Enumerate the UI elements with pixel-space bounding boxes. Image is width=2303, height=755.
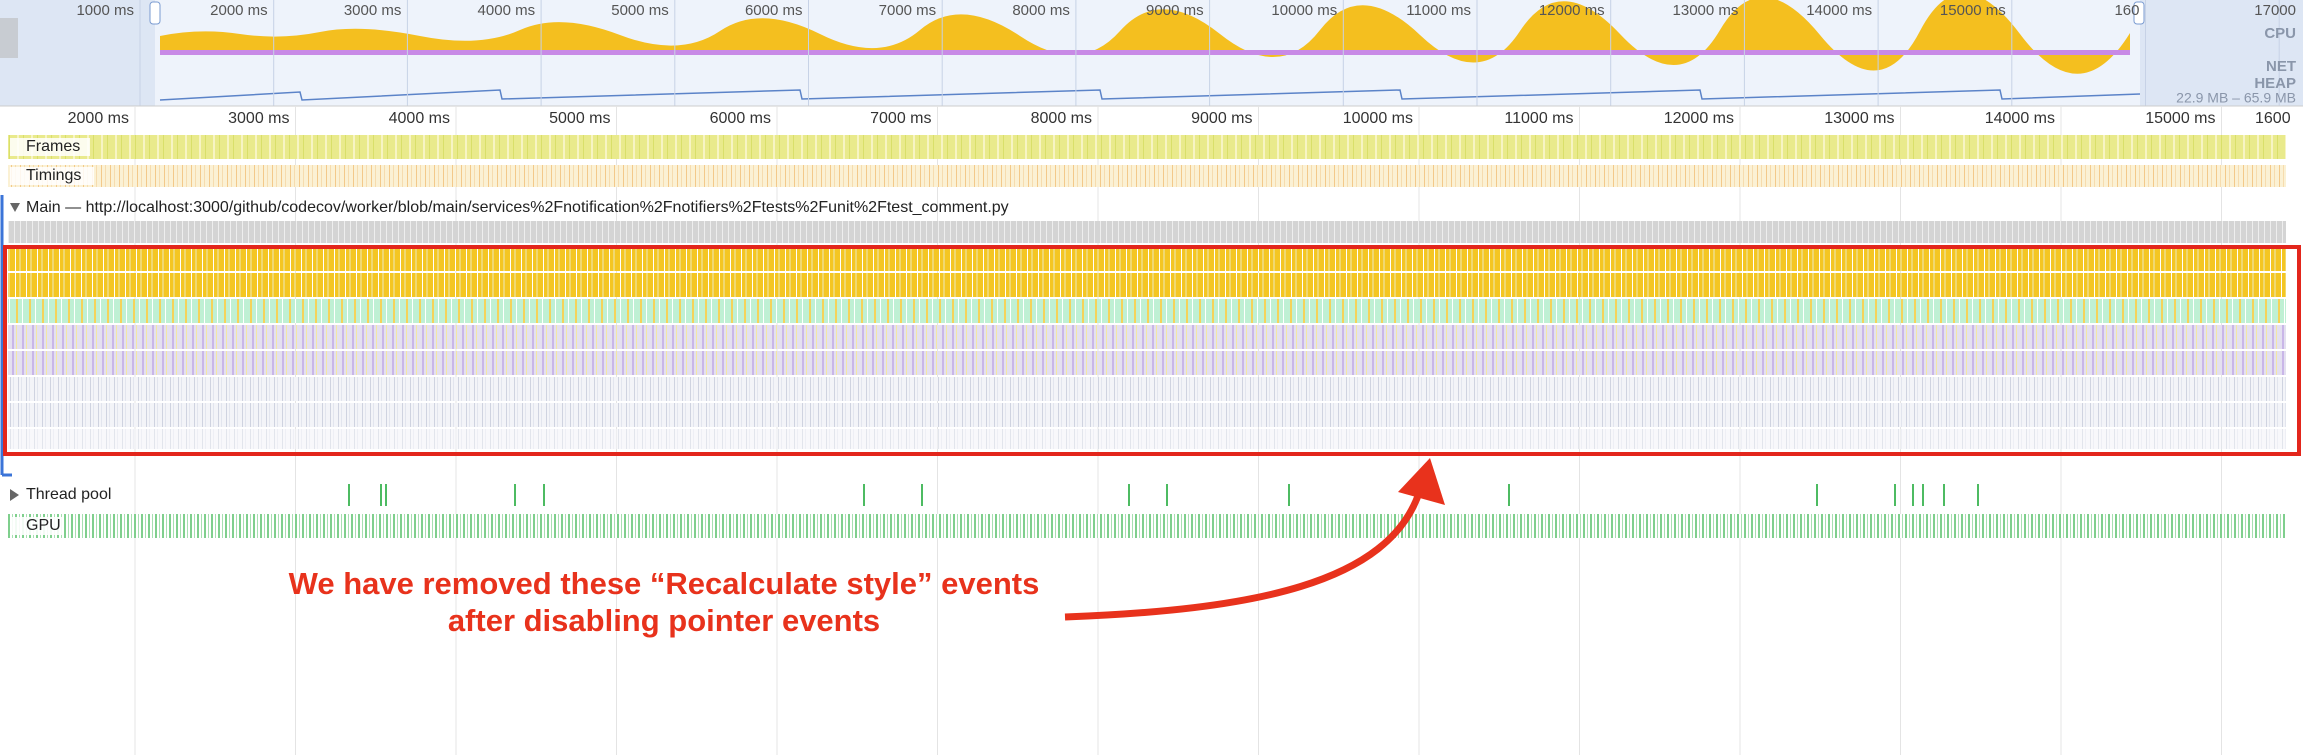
thread-pool-event	[385, 484, 387, 506]
annotation-line: We have removed these “Recalculate style…	[289, 566, 1040, 601]
ruler-tick-label: 1600	[2255, 110, 2291, 127]
thread-pool-event	[380, 484, 382, 506]
overview-tick-label: 13000 ms	[1673, 2, 1739, 19]
heap-chart	[159, 89, 2141, 101]
ruler-tick-label: 13000 ms	[1824, 110, 1894, 127]
overview-tick-label: 6000 ms	[745, 2, 803, 19]
flame-row	[8, 325, 2286, 349]
ruler-tick-label: 11000 ms	[1504, 110, 1573, 127]
expand-arrow[interactable]	[10, 203, 20, 212]
cpu-label: CPU	[2264, 25, 2296, 42]
flame-row	[8, 403, 2286, 427]
frames-label[interactable]: Frames	[26, 138, 80, 155]
cpu-chart-left	[0, 18, 18, 58]
thread-pool-event	[1912, 484, 1914, 506]
gpu-label[interactable]: GPU	[26, 517, 61, 534]
overview-tick-label: 7000 ms	[879, 2, 937, 19]
heap-range: 22.9 MB – 65.9 MB	[2176, 90, 2296, 106]
gpu-track	[8, 514, 2286, 538]
ruler-tick-label: 9000 ms	[1191, 110, 1252, 127]
thread-pool-event	[543, 484, 545, 506]
ruler-tick-label: 3000 ms	[228, 110, 289, 127]
ruler-tick-label: 15000 ms	[2145, 110, 2215, 127]
overview-tick-label: 15000 ms	[1940, 2, 2006, 19]
highlight-box	[3, 245, 2301, 456]
label-bg	[10, 517, 64, 535]
flame-row	[8, 299, 2286, 323]
overview-tick-label: 5000 ms	[611, 2, 669, 19]
cpu-chart-purple	[160, 50, 2130, 55]
thread-pool-event	[1922, 484, 1924, 506]
thread-pool-event	[921, 484, 923, 506]
thread-pool-event	[514, 484, 516, 506]
thread-pool-event	[1508, 484, 1510, 506]
overview-tick-label: 160	[2114, 2, 2139, 19]
ruler-tick-label: 12000 ms	[1664, 110, 1734, 127]
ruler-tick-label: 8000 ms	[1031, 110, 1092, 127]
cpu-chart	[160, 0, 2130, 74]
range-handle-right[interactable]	[2133, 1, 2145, 25]
arrow-head	[1398, 458, 1445, 505]
ruler-tick-label: 2000 ms	[68, 110, 129, 127]
overview-tick-label: 17000	[2254, 2, 2296, 19]
expand-arrow[interactable]	[10, 489, 19, 501]
heap-label: HEAP	[2254, 75, 2296, 92]
thread-pool-event	[1288, 484, 1290, 506]
main-label[interactable]: Main — http://localhost:3000/github/code…	[26, 199, 1009, 216]
thread-pool-event	[1816, 484, 1818, 506]
overview-tick-label: 8000 ms	[1012, 2, 1070, 19]
annotation-line: after disabling pointer events	[448, 603, 880, 638]
overview-tick-label: 10000 ms	[1271, 2, 1337, 19]
thread-pool-event	[1894, 484, 1896, 506]
flame-row	[8, 221, 2286, 243]
net-label: NET	[2266, 58, 2296, 75]
overview-tick-label: 2000 ms	[210, 2, 268, 19]
thread-pool-event	[1128, 484, 1130, 506]
flame-row	[8, 377, 2286, 401]
arrow	[1064, 488, 1424, 621]
overview-tick-label: 12000 ms	[1539, 2, 1605, 19]
flame-row	[8, 429, 2286, 449]
thread-pool-event	[348, 484, 350, 506]
ruler-tick-label: 6000 ms	[710, 110, 771, 127]
flame-row	[8, 273, 2286, 297]
overview-tick-label: 1000 ms	[76, 2, 134, 19]
ruler-tick-label: 4000 ms	[389, 110, 450, 127]
ruler-tick-label: 10000 ms	[1343, 110, 1413, 127]
thread-pool-label[interactable]: Thread pool	[26, 486, 111, 503]
timings-label[interactable]: Timings	[26, 167, 81, 184]
ruler-tick-label: 14000 ms	[1985, 110, 2055, 127]
overview-tick-label: 4000 ms	[478, 2, 536, 19]
thread-pool-event	[1943, 484, 1945, 506]
thread-pool-event	[1977, 484, 1979, 506]
ruler-tick-label: 7000 ms	[870, 110, 931, 127]
overview-tick-label: 14000 ms	[1806, 2, 1872, 19]
label-bg	[10, 167, 94, 185]
thread-pool-event	[1166, 484, 1168, 506]
range-handle-left[interactable]	[149, 1, 161, 25]
thread-pool-event	[863, 484, 865, 506]
flame-row	[8, 351, 2286, 375]
overview-tick-label: 11000 ms	[1406, 2, 1471, 19]
label-bg	[10, 138, 90, 156]
overview-tick-label: 3000 ms	[344, 2, 402, 19]
frames-track	[8, 135, 2286, 159]
flame-row	[8, 247, 2286, 271]
ruler-tick-label: 5000 ms	[549, 110, 610, 127]
overview-tick-label: 9000 ms	[1146, 2, 1204, 19]
timings-track	[8, 165, 2286, 187]
